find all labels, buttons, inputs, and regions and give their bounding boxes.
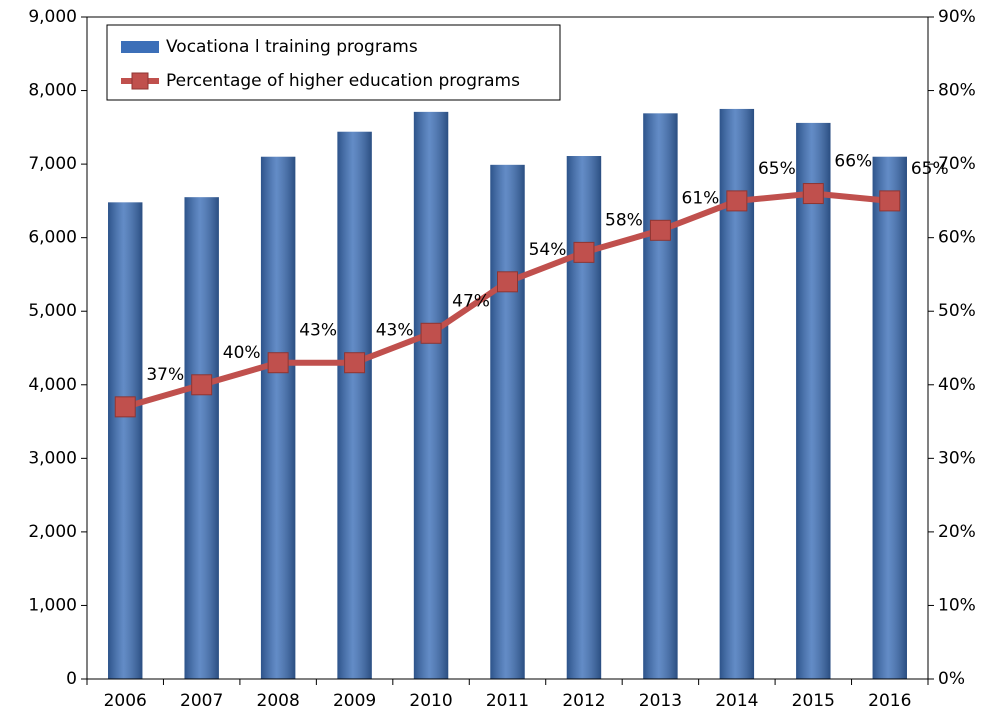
- y2-tick-label: 0%: [938, 669, 965, 689]
- legend-swatch: [121, 41, 159, 53]
- bar-shade: [184, 197, 219, 679]
- data-label: 37%: [146, 365, 184, 385]
- y2-tick-label: 50%: [938, 301, 976, 321]
- bar-shade: [566, 156, 602, 679]
- y2-tick-label: 10%: [938, 595, 976, 615]
- data-label: 58%: [605, 210, 643, 230]
- data-label: 43%: [299, 321, 337, 341]
- y2-tick-label: 90%: [938, 7, 976, 27]
- x-tick-label: 2012: [562, 691, 605, 711]
- y-tick-label: 8,000: [28, 81, 77, 101]
- data-label: 40%: [223, 343, 261, 363]
- line-marker: [802, 183, 824, 205]
- y2-tick-label: 80%: [938, 81, 976, 101]
- line-marker: [649, 219, 671, 241]
- line-marker: [114, 396, 136, 418]
- bar-shade: [872, 156, 907, 679]
- bar-shade: [643, 113, 678, 679]
- data-label: 66%: [834, 152, 872, 172]
- y-tick-label: 9,000: [28, 7, 77, 27]
- y-tick-label: 0: [66, 669, 77, 689]
- y-tick-label: 2,000: [28, 522, 77, 542]
- line-marker: [420, 322, 442, 344]
- line-marker: [497, 271, 518, 293]
- line-marker: [879, 190, 901, 212]
- y-tick-label: 4,000: [28, 375, 77, 395]
- data-label: 65%: [758, 159, 796, 179]
- y-tick-label: 5,000: [28, 301, 77, 321]
- x-tick-label: 2015: [792, 691, 835, 711]
- bar-shade: [337, 131, 372, 679]
- y2-tick-label: 60%: [938, 228, 976, 248]
- x-tick-label: 2011: [486, 691, 529, 711]
- data-label: 65%: [911, 159, 949, 179]
- legend: Vocationa l training programs Percentage …: [106, 24, 561, 101]
- x-tick-label: 2008: [257, 691, 300, 711]
- line-marker: [573, 241, 595, 263]
- y2-tick-label: 70%: [938, 154, 976, 174]
- y-tick-label: 7,000: [28, 154, 77, 174]
- data-label: 54%: [529, 240, 567, 260]
- y-tick-label: 6,000: [28, 228, 77, 248]
- bar-shade: [108, 202, 143, 680]
- bar-shade: [260, 156, 296, 679]
- bar-shade: [490, 164, 525, 679]
- plot-frame: [86, 16, 929, 680]
- y-tick-label: 3,000: [28, 448, 77, 468]
- legend-label: Percentage of higher education programs: [166, 71, 520, 91]
- x-tick-label: 2016: [868, 691, 911, 711]
- y2-tick-label: 40%: [938, 375, 976, 395]
- x-tick-label: 2013: [639, 691, 682, 711]
- data-label: 43%: [376, 321, 414, 341]
- bar-shade: [413, 111, 449, 680]
- x-tick-label: 2006: [104, 691, 147, 711]
- line-marker: [726, 190, 748, 212]
- y2-tick-label: 20%: [938, 522, 976, 542]
- y-tick-label: 1,000: [28, 595, 77, 615]
- legend-label: Vocationa l training programs: [166, 37, 418, 57]
- data-label: 47%: [452, 291, 490, 311]
- line-marker: [344, 352, 366, 374]
- x-tick-label: 2007: [180, 691, 223, 711]
- legend-swatch: [131, 72, 149, 90]
- y2-tick-label: 30%: [938, 448, 976, 468]
- x-tick-label: 2010: [409, 691, 452, 711]
- line-marker: [267, 352, 289, 374]
- line-marker: [191, 374, 213, 396]
- bar-shade: [796, 122, 831, 680]
- legend-box: [106, 24, 561, 101]
- data-label: 61%: [682, 188, 720, 208]
- x-tick-label: 2009: [333, 691, 376, 711]
- x-tick-label: 2014: [715, 691, 758, 711]
